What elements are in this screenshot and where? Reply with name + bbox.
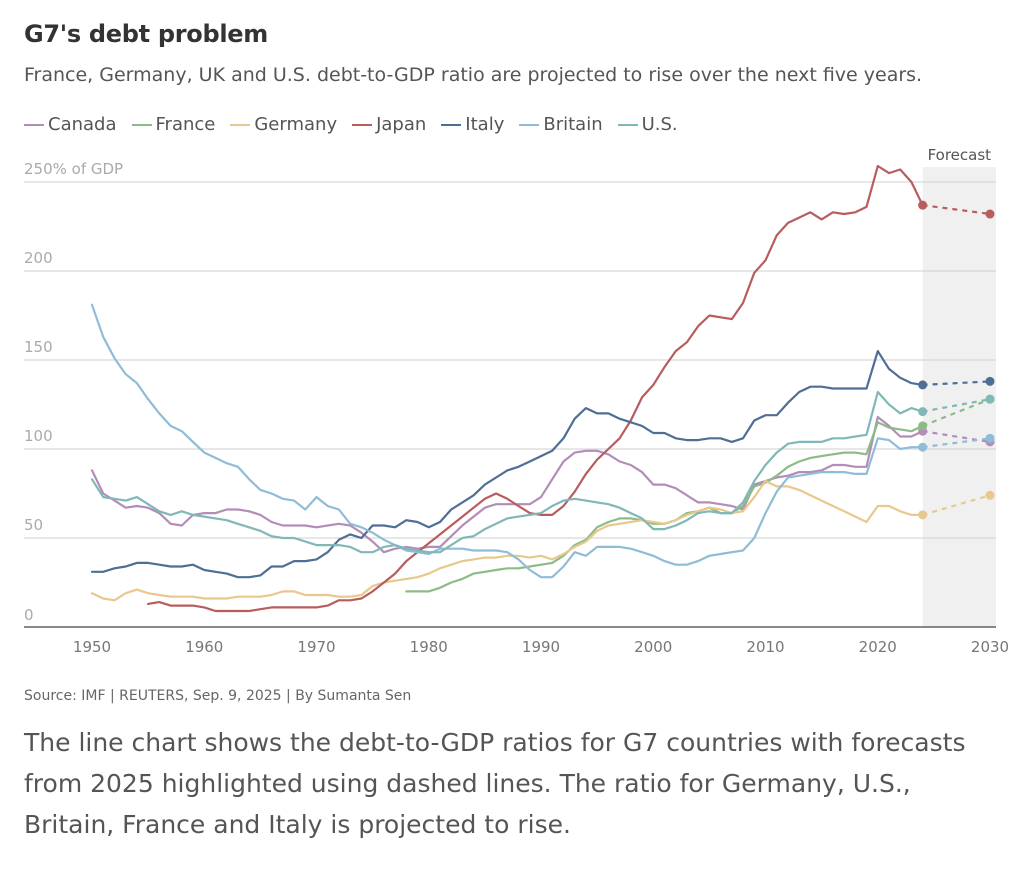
series-forecast-japan <box>922 204 991 216</box>
forecast-point-u-s <box>918 407 928 417</box>
forecast-point-britain <box>918 442 928 452</box>
gridlines <box>24 181 996 628</box>
y-tick-label: 150 <box>24 338 53 356</box>
legend-swatch <box>519 123 540 126</box>
legend-item-britain: Britain <box>519 114 603 135</box>
legend-swatch <box>230 123 251 126</box>
x-tick-label: 2030 <box>971 638 1009 656</box>
legend-label: France <box>155 114 216 135</box>
x-tick-label: 1990 <box>522 638 560 656</box>
y-tick-label: 200 <box>24 249 53 267</box>
legend-swatch <box>352 123 373 126</box>
y-tick-labels: 0 50 100 150 200 250% of GDP <box>24 160 123 624</box>
x-tick-label: 2000 <box>634 638 672 656</box>
series-line-canada <box>90 415 924 554</box>
x-tick-label: 1950 <box>73 638 111 656</box>
source-note: Source: IMF | REUTERS, Sep. 9, 2025 | By… <box>24 688 412 704</box>
legend-label: U.S. <box>641 114 678 135</box>
legend-item-canada: Canada <box>24 114 117 135</box>
x-tick-label: 1970 <box>297 638 335 656</box>
x-tick-label: 2020 <box>859 638 897 656</box>
chart-title: G7's debt problem <box>24 20 268 48</box>
x-tick-label: 1980 <box>410 638 448 656</box>
data-series <box>90 164 995 613</box>
forecast-point-u-s <box>985 394 995 404</box>
legend-label: Japan <box>376 114 427 135</box>
x-tick-labels: 1950 1960 1970 1980 1990 2000 2010 2020 2030 <box>73 638 1009 656</box>
chart-caption: The line chart shows the debt-to-GDP rat… <box>24 728 966 839</box>
series-forecast-italy <box>922 380 991 386</box>
legend-label: Britain <box>543 114 603 135</box>
legend-item-france: France <box>131 114 216 135</box>
legend-label: Italy <box>465 114 505 135</box>
forecast-point-germany <box>985 490 995 500</box>
series-forecast-canada <box>922 430 991 443</box>
legend-item-u-s: U.S. <box>617 114 678 135</box>
forecast-point-italy <box>918 380 928 390</box>
forecast-point-italy <box>985 376 995 386</box>
series-forecast-germany <box>922 494 991 516</box>
series-line-germany <box>90 479 924 602</box>
legend-label: Canada <box>48 114 117 135</box>
forecast-band <box>922 167 996 627</box>
chart-legend: Canada France Germany Japan Italy Britain U.S. <box>24 114 693 135</box>
x-tick-label: 2010 <box>746 638 784 656</box>
legend-swatch <box>24 123 44 126</box>
series-forecast-france <box>922 398 991 427</box>
legend-label: Germany <box>254 114 338 135</box>
y-tick-label: 250% of GDP <box>24 160 123 178</box>
legend-swatch <box>441 123 462 126</box>
legend-swatch <box>617 123 638 126</box>
forecast-point-japan <box>985 209 995 219</box>
series-line-u-s <box>90 390 924 554</box>
series-line-france <box>405 421 924 593</box>
y-tick-label: 0 <box>24 606 34 624</box>
x-tick-label: 1960 <box>185 638 223 656</box>
series-line-italy <box>90 350 924 579</box>
legend-item-japan: Japan <box>352 114 426 135</box>
series-forecast-britain <box>922 437 991 449</box>
legend-item-italy: Italy <box>441 114 504 135</box>
legend-item-germany: Germany <box>230 114 337 135</box>
forecast-point-france <box>918 421 928 431</box>
legend-swatch <box>131 123 152 126</box>
chart-subtitle: France, Germany, UK and U.S. debt-to-GDP… <box>24 64 923 86</box>
forecast-band-group: Forecast <box>922 146 996 627</box>
series-line-britain <box>90 303 924 579</box>
y-tick-label: 100 <box>24 427 53 445</box>
y-tick-label: 50 <box>24 516 43 534</box>
forecast-point-germany <box>918 510 928 520</box>
forecast-point-japan <box>918 200 928 210</box>
forecast-label: Forecast <box>928 146 992 164</box>
forecast-point-britain <box>985 433 995 443</box>
series-forecast-u-s <box>922 398 991 413</box>
line-chart: Forecast 0 50 100 150 200 250% of GDP 1950 196… <box>24 146 1009 656</box>
